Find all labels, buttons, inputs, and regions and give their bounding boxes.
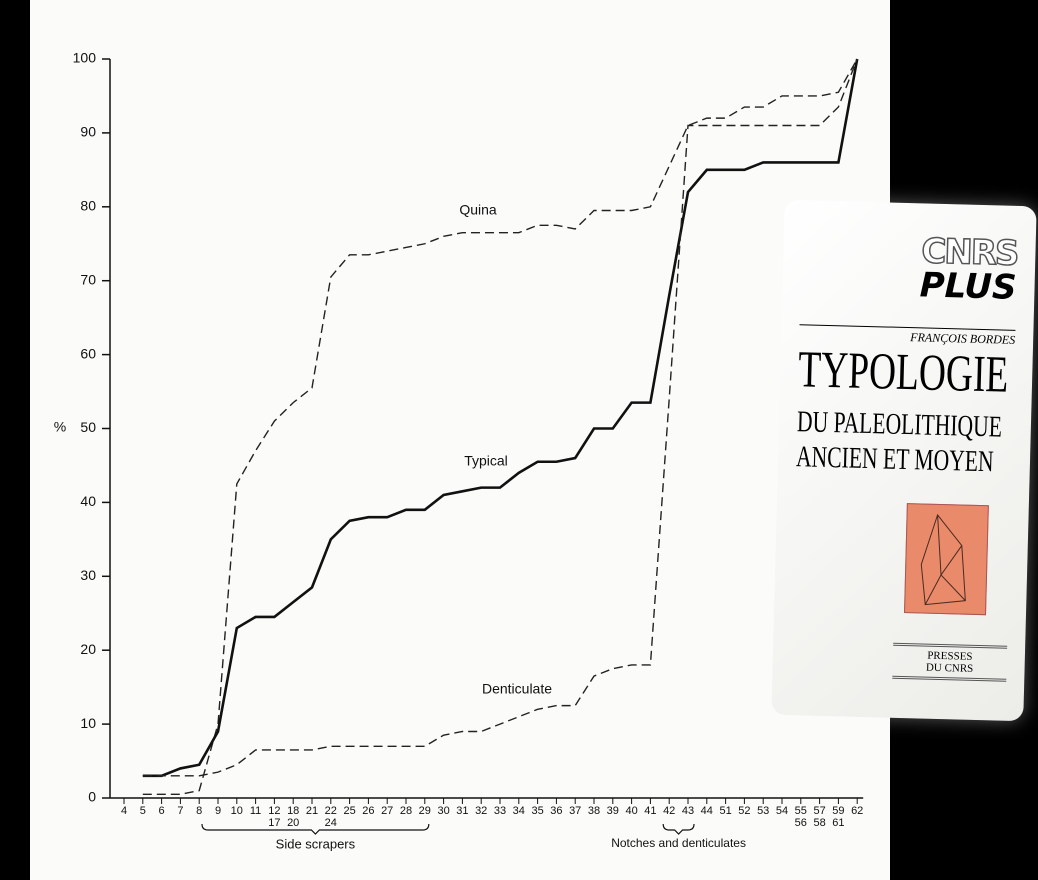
x-tick-label: 59 [832,805,844,817]
x-tick-label: 26 [362,805,374,817]
y-tick-label: 90 [80,124,96,140]
x-tick-label: 31 [456,805,468,817]
x-tick-label: 55 [795,805,807,817]
x-tick-label: 33 [494,805,506,817]
series-label: Typical [464,453,508,469]
x-tick-label: 30 [437,805,449,817]
x-tick-label: 17 [268,817,280,829]
x-tick-label: 42 [663,805,675,817]
x-tick-label: 12 [268,805,280,817]
x-tick-label: 38 [588,805,600,817]
publisher-line: DU CNRS [892,661,1006,676]
x-tick-label: 56 [795,817,807,829]
x-tick-label: 40 [625,805,637,817]
x-tick-label: 5 [140,805,146,817]
x-tick-label: 7 [177,805,183,817]
x-tick-label: 29 [419,805,431,817]
x-tick-label: 54 [776,805,788,817]
book-title: ANCIEN ET MOYEN [796,440,952,478]
x-tick-label: 37 [569,805,581,817]
x-tick-label: 53 [757,805,769,817]
y-tick-label: 60 [80,345,96,361]
bracket [202,824,429,834]
x-tick-label: 58 [813,817,825,829]
x-tick-label: 41 [644,805,656,817]
x-tick-label: 43 [682,805,694,817]
group-label: Side scrapers [276,836,356,851]
series-label: Denticulate [482,681,552,697]
cover-image [904,503,989,615]
x-tick-label: 21 [306,805,318,817]
x-tick-label: 44 [701,805,713,817]
book-title: TYPOLOGIE [798,340,955,403]
book-cover: CNRS PLUS FRANÇOIS BORDES TYPOLOGIE DU P… [771,200,1036,721]
x-tick-label: 35 [531,805,543,817]
y-tick-label: 30 [80,567,96,583]
x-tick-label: 57 [813,805,825,817]
x-tick-label: 52 [738,805,750,817]
y-tick-label: 0 [88,789,96,805]
x-tick-label: 22 [325,805,337,817]
y-tick-label: 100 [73,50,97,66]
x-tick-label: 20 [287,817,299,829]
y-tick-label: 70 [80,271,96,287]
logo: PLUS [800,262,1017,308]
x-tick-label: 36 [550,805,562,817]
artifact-drawing [905,504,988,614]
x-tick-label: 62 [851,805,863,817]
x-tick-label: 10 [231,805,243,817]
group-label: Notches and denticulates [611,836,746,850]
x-tick-label: 39 [607,805,619,817]
series-label: Quina [459,202,497,218]
x-tick-label: 61 [832,817,844,829]
y-tick-label: 40 [80,493,96,509]
group-label-text: Notches and denticulates [611,836,746,850]
x-tick-label: 6 [159,805,165,817]
x-tick-label: 28 [400,805,412,817]
x-tick-label: 34 [513,805,525,817]
y-tick-label: 50 [80,419,96,435]
y-tick-label: 20 [80,641,96,657]
bracket [663,824,694,834]
x-tick-label: 8 [196,805,202,817]
y-axis-label: % [54,419,66,435]
x-tick-label: 11 [250,805,261,817]
series-line [143,59,857,776]
y-tick-label: 80 [80,198,96,214]
x-tick-label: 27 [381,805,393,817]
x-tick-label: 4 [121,805,127,817]
x-tick-label: 9 [215,805,221,817]
x-tick-label: 18 [287,805,299,817]
x-tick-label: 25 [343,805,355,817]
book-title: DU PALEOLITHIQUE [797,405,953,443]
x-tick-label: 24 [325,817,337,829]
x-tick-label: 32 [475,805,487,817]
y-tick-label: 10 [80,715,96,731]
x-tick-label: 51 [719,805,731,817]
page: % 01020304050607080901004567891011121718… [0,0,1038,880]
